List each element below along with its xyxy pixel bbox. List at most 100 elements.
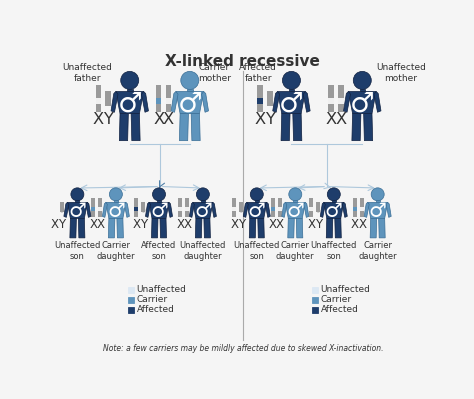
- Polygon shape: [70, 218, 76, 238]
- Bar: [267, 91, 273, 105]
- Bar: [156, 85, 161, 112]
- Polygon shape: [282, 202, 287, 217]
- Polygon shape: [288, 218, 294, 238]
- Bar: [96, 98, 101, 104]
- Polygon shape: [293, 114, 302, 141]
- Circle shape: [71, 188, 84, 201]
- Bar: [128, 296, 134, 303]
- Bar: [338, 85, 344, 112]
- Bar: [91, 198, 95, 217]
- Text: Affected
son: Affected son: [141, 241, 177, 261]
- Text: X: X: [132, 217, 140, 231]
- Text: Unaffected
son: Unaffected son: [54, 241, 100, 261]
- Polygon shape: [211, 202, 217, 217]
- Bar: [278, 198, 282, 217]
- Text: X: X: [255, 113, 266, 127]
- Text: X: X: [326, 113, 337, 127]
- Polygon shape: [364, 202, 369, 217]
- Text: Carrier: Carrier: [137, 295, 168, 304]
- Polygon shape: [386, 202, 391, 217]
- Text: Carrier
daughter: Carrier daughter: [276, 241, 315, 261]
- Bar: [353, 198, 357, 217]
- Text: ♂: ♂: [325, 202, 343, 221]
- Polygon shape: [326, 218, 333, 238]
- Bar: [178, 198, 182, 217]
- Bar: [135, 207, 138, 211]
- Circle shape: [121, 71, 139, 89]
- Circle shape: [316, 209, 320, 213]
- Polygon shape: [255, 200, 259, 202]
- Text: X: X: [358, 217, 366, 231]
- Bar: [316, 202, 320, 213]
- Text: X: X: [153, 113, 164, 127]
- Polygon shape: [152, 218, 158, 238]
- Text: Y: Y: [237, 217, 245, 231]
- Text: Carrier: Carrier: [321, 295, 352, 304]
- Polygon shape: [379, 218, 385, 238]
- Polygon shape: [335, 218, 341, 238]
- Bar: [271, 207, 275, 211]
- Polygon shape: [359, 89, 365, 91]
- Polygon shape: [111, 91, 118, 112]
- Polygon shape: [348, 91, 376, 114]
- Text: Carrier
daughter: Carrier daughter: [358, 241, 397, 261]
- Polygon shape: [193, 202, 213, 218]
- Polygon shape: [187, 89, 192, 91]
- Polygon shape: [176, 91, 204, 114]
- Polygon shape: [278, 91, 305, 114]
- Text: X: X: [176, 217, 184, 231]
- Circle shape: [327, 188, 340, 201]
- Bar: [257, 98, 263, 104]
- Bar: [53, 207, 57, 211]
- Polygon shape: [296, 218, 303, 238]
- Text: ♂: ♂: [350, 90, 374, 118]
- Text: X: X: [90, 217, 97, 231]
- Polygon shape: [281, 114, 290, 141]
- Polygon shape: [249, 218, 256, 238]
- Text: Unaffected
daughter: Unaffected daughter: [180, 241, 226, 261]
- Text: Unaffected
son: Unaffected son: [234, 241, 280, 261]
- Bar: [278, 207, 282, 211]
- Text: ♂: ♂: [150, 202, 168, 221]
- Text: X: X: [335, 113, 346, 127]
- Polygon shape: [191, 114, 200, 141]
- Polygon shape: [324, 202, 344, 218]
- Text: Y: Y: [140, 217, 147, 231]
- Text: Y: Y: [315, 217, 322, 231]
- Text: X-linked recessive: X-linked recessive: [165, 54, 320, 69]
- Text: Unaffected
son: Unaffected son: [310, 241, 357, 261]
- Text: Affected: Affected: [137, 305, 174, 314]
- Bar: [312, 296, 319, 303]
- Bar: [99, 207, 102, 211]
- Bar: [353, 207, 357, 211]
- Polygon shape: [285, 202, 305, 218]
- Circle shape: [141, 209, 146, 213]
- Bar: [128, 306, 134, 313]
- Text: ♂: ♂: [107, 202, 125, 221]
- Circle shape: [267, 100, 273, 105]
- Text: X: X: [351, 217, 359, 231]
- Polygon shape: [78, 218, 85, 238]
- Circle shape: [106, 100, 111, 105]
- Bar: [53, 198, 57, 217]
- Polygon shape: [342, 202, 347, 217]
- Circle shape: [181, 71, 199, 89]
- Polygon shape: [142, 91, 148, 112]
- Polygon shape: [109, 218, 115, 238]
- Text: Note: a few carriers may be mildly affected due to skewed X-inactivation.: Note: a few carriers may be mildly affec…: [103, 344, 383, 354]
- Text: Carrier
mother: Carrier mother: [198, 63, 231, 83]
- Bar: [156, 98, 161, 104]
- Bar: [328, 98, 334, 104]
- Bar: [165, 85, 171, 112]
- Polygon shape: [106, 202, 126, 218]
- Circle shape: [353, 71, 371, 89]
- Text: X: X: [276, 217, 284, 231]
- Polygon shape: [119, 114, 128, 141]
- Bar: [232, 207, 236, 211]
- Polygon shape: [201, 200, 205, 202]
- Text: Affected: Affected: [321, 305, 358, 314]
- Polygon shape: [303, 91, 310, 112]
- Polygon shape: [364, 114, 373, 141]
- Polygon shape: [167, 202, 173, 217]
- Circle shape: [371, 188, 384, 201]
